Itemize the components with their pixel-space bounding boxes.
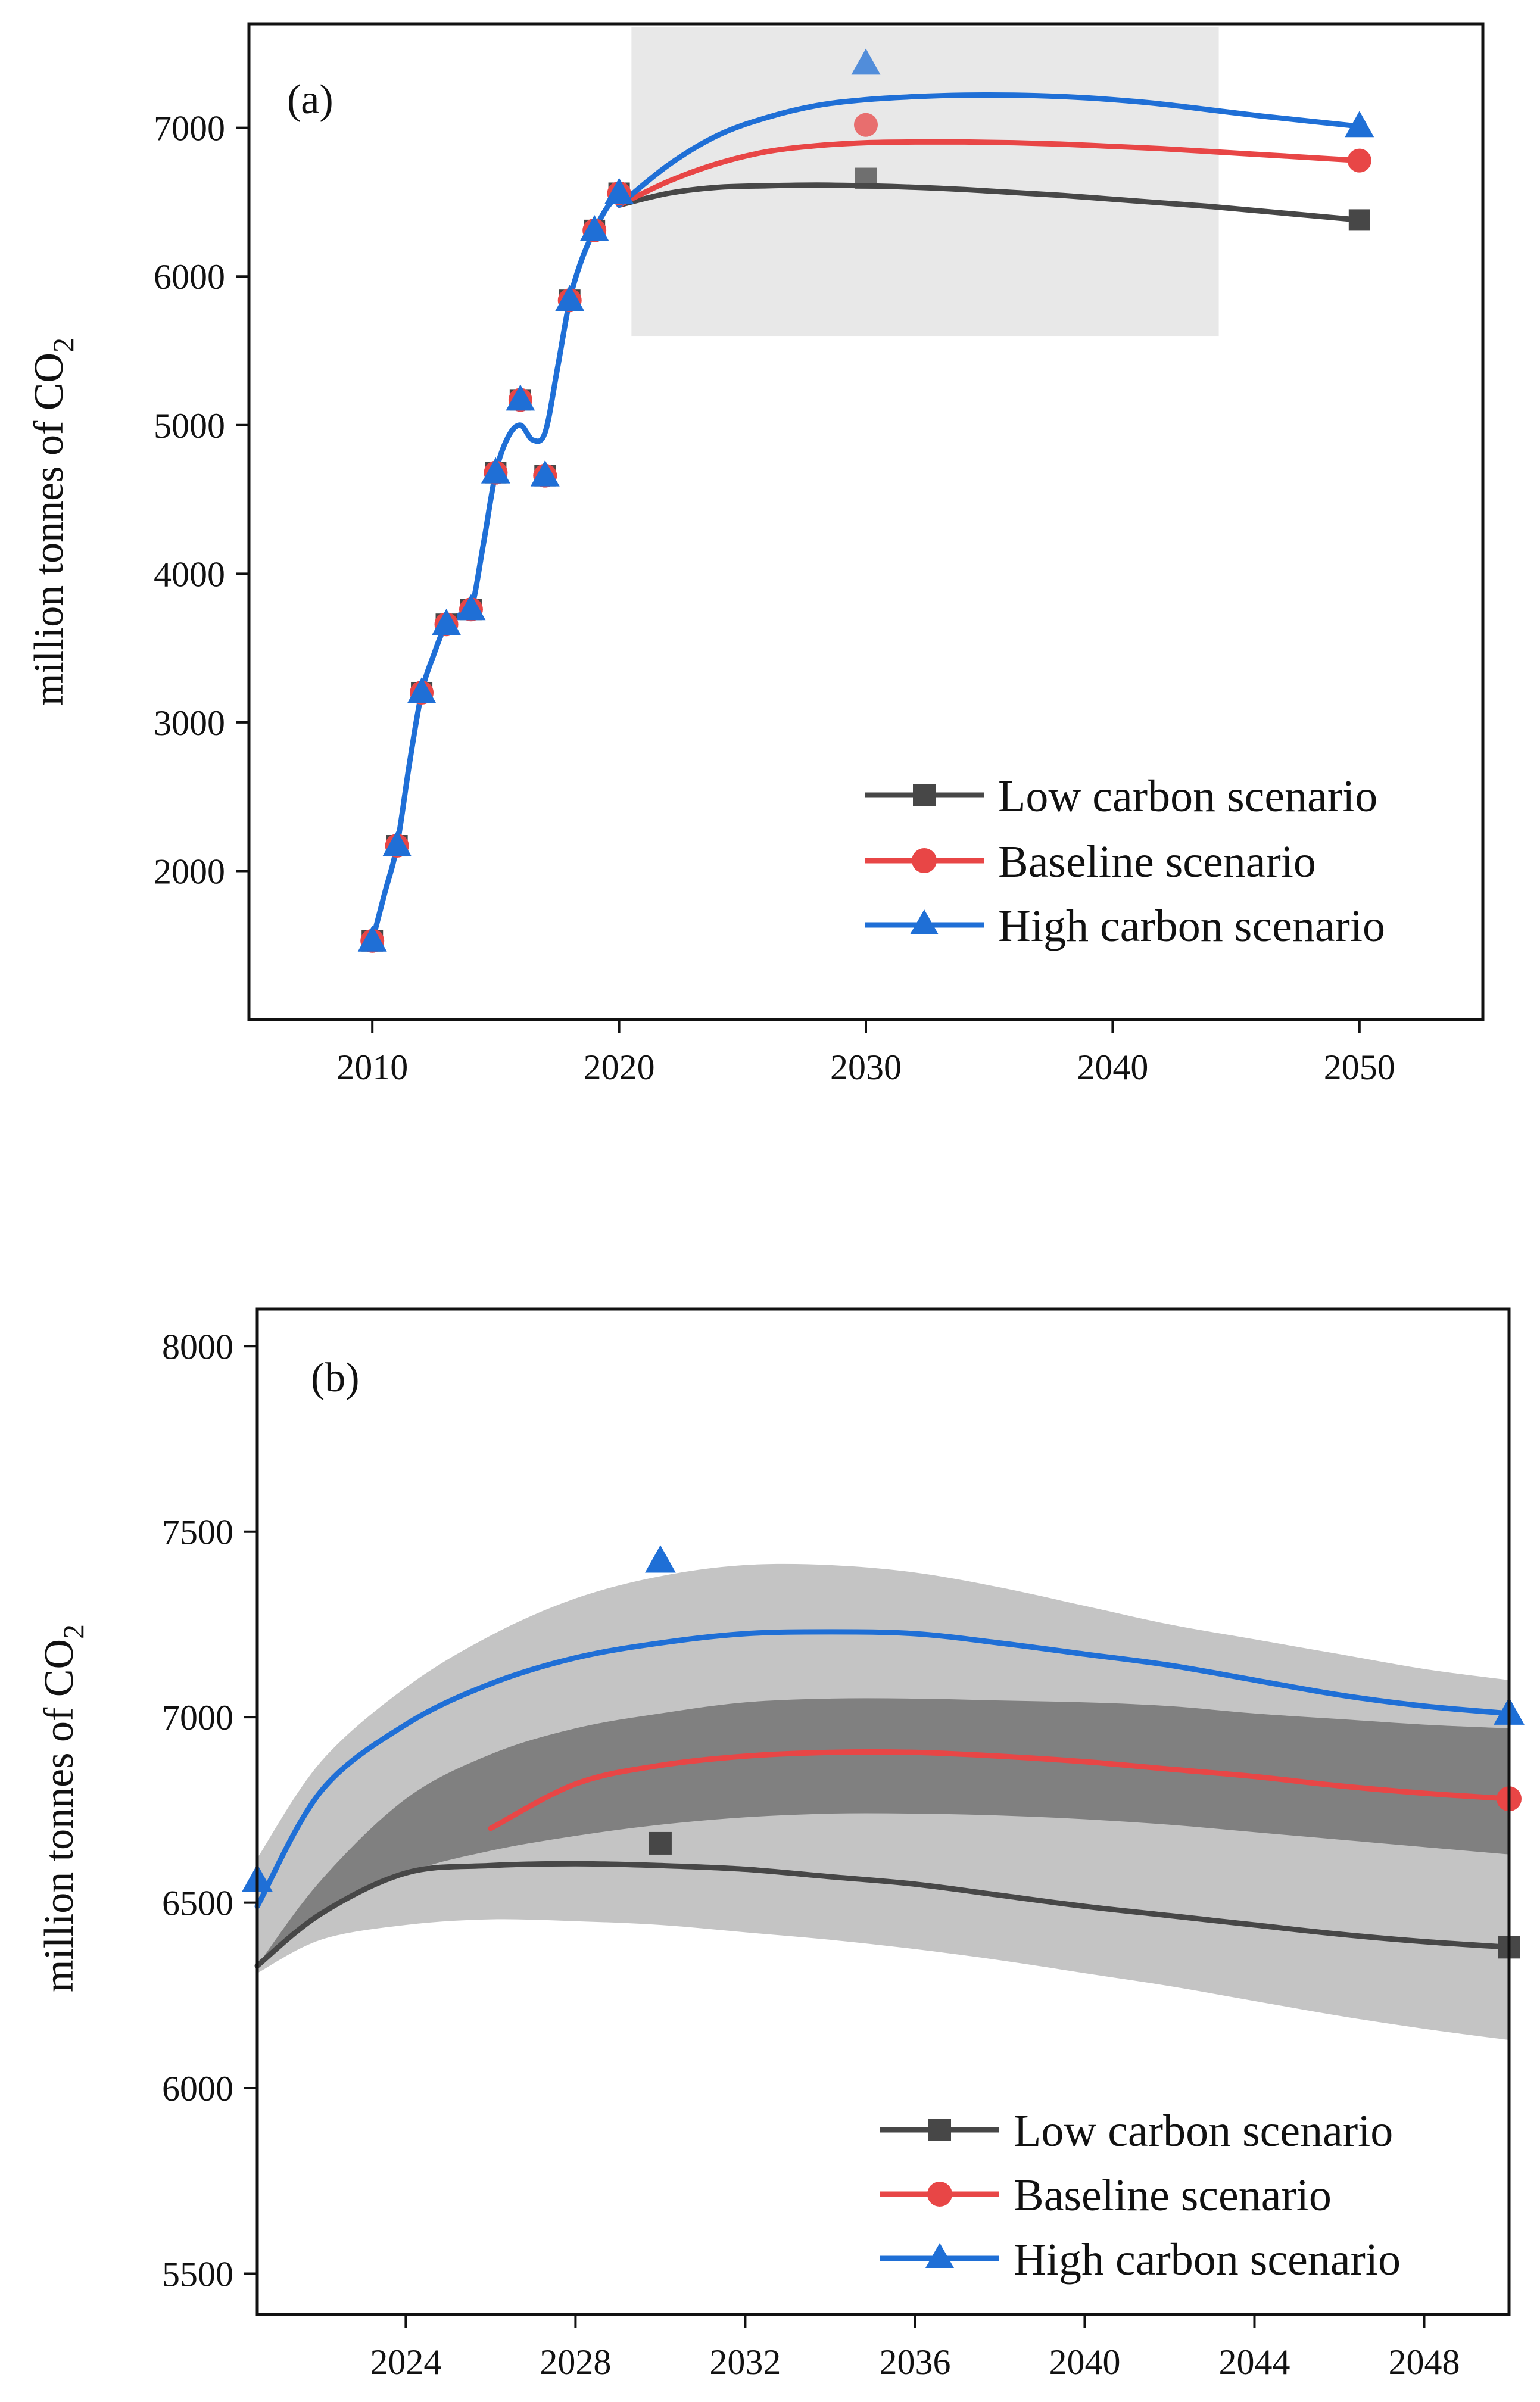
panel-a-y-tick-label: 2000 — [154, 852, 225, 891]
panel-b-x-tick-label: 2040 — [1049, 2342, 1120, 2382]
panel-a-point-high — [555, 285, 585, 311]
panel-a-legend-baseline-marker — [912, 848, 937, 873]
panel-a-point-high — [1345, 111, 1374, 138]
panel-a-ylabel-main: million tonnes of CO — [26, 353, 72, 706]
panel-a-x-tick-label: 2040 — [1077, 1048, 1148, 1087]
panel-b-point-low — [649, 1831, 672, 1855]
panel-a-point-high — [851, 48, 881, 75]
panel-b-x-tick-label: 2032 — [709, 2342, 781, 2382]
panel-a-point-high — [456, 594, 486, 621]
panel-b-y-tick-label: 7000 — [162, 1698, 233, 1737]
panel-a-x-tick-label: 2030 — [830, 1048, 902, 1087]
panel-a-x-tick-label: 2010 — [336, 1048, 408, 1087]
panel-a-ylabel-sub: 2 — [46, 338, 80, 353]
panel-b-frame — [255, 1307, 1511, 2316]
panel-a-highlight-region — [631, 26, 1219, 337]
panel-a-fit-line-low — [616, 182, 1363, 223]
panel-b-fit-line-low — [254, 1861, 1512, 1968]
panel-b-fit-line-baseline — [488, 1749, 1512, 1831]
panel-a-ylabel: million tonnes of CO2 — [26, 338, 80, 706]
panel-b-ylabel: million tonnes of CO2 — [36, 1624, 90, 1992]
panel-b-legend-baseline-marker — [927, 2182, 952, 2207]
panel-b-y-tick-label: 5500 — [162, 2254, 233, 2294]
panel-b-legend-high-label: High carbon scenario — [1014, 2235, 1401, 2285]
panel-b-legend-high-marker — [925, 2243, 954, 2268]
panel-a-y-tick-label: 4000 — [154, 554, 225, 594]
panel-a: 2010 2020 2030 2040 2050 2000 3000 4000 5000 6000… — [26, 22, 1485, 1087]
panel-a-x-tick-label: 2020 — [584, 1048, 655, 1087]
panel-a-legend-high-label: High carbon scenario — [998, 901, 1385, 951]
panel-a-point-high — [579, 214, 609, 241]
panel-a-fit-line-high — [616, 92, 1363, 208]
panel-b-x-tick-label: 2044 — [1218, 2342, 1290, 2382]
panel-a-point-high — [357, 925, 387, 952]
panel-a-y-tick-label: 6000 — [154, 257, 225, 297]
panel-b: 2024 2028 2032 2036 2040 2044 2048 5500 6000 6500… — [36, 1307, 1525, 2382]
panel-a-y-tick-label: 3000 — [154, 703, 225, 743]
panel-a-fit-line-historical — [369, 191, 622, 944]
panel-b-legend: Low carbon scenario Baseline scenario Hi… — [880, 2106, 1401, 2285]
panel-a-label: (a) — [287, 77, 333, 123]
panel-b-fit-line-high — [254, 1629, 1512, 1909]
panel-a-legend-high-marker — [910, 909, 939, 934]
panel-b-ylabel-sub: 2 — [57, 1624, 90, 1639]
panel-b-x-tick-label: 2028 — [540, 2342, 611, 2382]
panel-a-point-high — [506, 384, 535, 411]
panel-a-point-high — [382, 830, 412, 857]
panel-a-point-high — [530, 460, 560, 487]
panel-a-x-tick-label: 2050 — [1324, 1048, 1395, 1087]
panel-b-ylabel-main: million tonnes of CO — [36, 1639, 82, 1992]
panel-a-point-baseline — [854, 113, 878, 137]
panel-b-x-tick-label: 2036 — [879, 2342, 950, 2382]
panel-b-legend-high: High carbon scenario — [880, 2235, 1401, 2285]
panel-a-y-tick-label: 5000 — [154, 406, 225, 445]
panel-b-y-tick-label: 8000 — [162, 1327, 233, 1366]
panel-a-legend-baseline: Baseline scenario — [865, 837, 1316, 887]
panel-b-label: (b) — [311, 1355, 360, 1401]
panel-b-y-tick-label: 6000 — [162, 2069, 233, 2108]
panel-a-legend: Low carbon scenario Baseline scenario Hi… — [865, 771, 1385, 951]
panel-b-legend-low-marker — [928, 2119, 951, 2141]
panel-a-legend-low-marker — [913, 784, 936, 806]
panel-b-y-tick-label: 6500 — [162, 1884, 233, 1923]
panel-a-point-high — [604, 177, 634, 204]
panel-b-x-tick-label: 2024 — [370, 2342, 441, 2382]
panel-a-legend-high: High carbon scenario — [865, 901, 1385, 951]
panel-b-confidence-band-inner — [257, 1698, 1509, 1970]
panel-b-x-tick-label: 2048 — [1388, 2342, 1460, 2382]
panel-a-point-high — [481, 457, 510, 484]
panel-a-point-high — [432, 609, 461, 635]
panel-b-legend-low-label: Low carbon scenario — [1014, 2106, 1393, 2156]
panel-a-legend-baseline-label: Baseline scenario — [998, 837, 1316, 887]
panel-a-legend-low-label: Low carbon scenario — [998, 771, 1377, 821]
panel-b-y-tick-label: 7500 — [162, 1513, 233, 1552]
panel-b-point-high — [645, 1545, 676, 1573]
panel-b-legend-baseline-label: Baseline scenario — [1014, 2170, 1332, 2220]
panel-a-point-baseline — [1347, 148, 1371, 173]
panel-b-legend-low: Low carbon scenario — [880, 2106, 1393, 2156]
panel-a-legend-low: Low carbon scenario — [865, 771, 1377, 821]
panel-a-fit-line-baseline — [616, 139, 1363, 208]
panel-a-point-high — [407, 677, 437, 703]
panel-a-point-low — [855, 167, 877, 189]
panel-b-legend-baseline: Baseline scenario — [880, 2170, 1332, 2220]
panel-a-point-low — [1348, 209, 1370, 231]
panel-a-y-tick-label: 7000 — [154, 109, 225, 148]
